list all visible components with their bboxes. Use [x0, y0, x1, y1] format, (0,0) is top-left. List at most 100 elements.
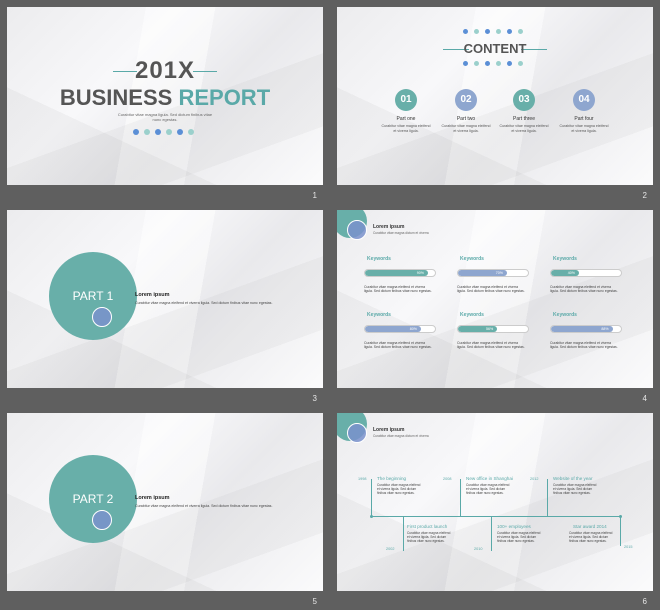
timeline-event-title: First product launch [407, 524, 448, 529]
slide-subheading: Curabitur vitae magna dictum et viverra [373, 434, 429, 438]
decor-dot [463, 61, 468, 66]
keyword-progress: 56% [457, 325, 529, 333]
report-year: 201X [134, 57, 196, 84]
title-divider-right [193, 71, 217, 72]
report-subtitle: Curabitur vitae magna ligula. Sed dictum… [117, 112, 213, 122]
timeline-axis [371, 516, 621, 517]
decor-dot [485, 29, 490, 34]
keyword-percent: 70% [495, 271, 503, 275]
timeline-event-desc: Curabitur vitae magna eleifend et viverr… [569, 531, 613, 543]
timeline-year: 2010 [474, 547, 483, 551]
slide-number-3: 3 [312, 394, 317, 403]
keyword-desc: Curabitur vitae magna eleifend et viverr… [457, 285, 525, 294]
part-number-circle: 03 [513, 89, 535, 111]
timeline-event-title: Website of the year [553, 476, 593, 481]
slide-heading: Lorem ipsum [373, 427, 405, 433]
keyword-fill: 80% [365, 326, 421, 332]
keyword-progress: 70% [457, 269, 529, 277]
keyword-desc: Curabitur vitae magna eleifend et viverr… [364, 341, 432, 350]
decor-dot [518, 61, 523, 66]
content-divider-left [443, 49, 469, 50]
timeline-event-desc: Curabitur vitae magna eleifend et viverr… [466, 483, 510, 495]
timeline-event-desc: Curabitur vitae magna eleifend et viverr… [407, 531, 451, 543]
decor-dot [166, 129, 172, 135]
slide-number-6: 6 [642, 597, 647, 606]
keyword-percent: 90% [416, 271, 424, 275]
timeline-event-desc: Curabitur vitae magna eleifend et viverr… [377, 483, 421, 495]
part-title: Part two [456, 116, 476, 122]
decor-dot [177, 129, 183, 135]
slide-thumbnail-5[interactable]: PART 2 Lorem ipsum Curabitur vitae magna… [7, 413, 323, 591]
slide-thumbnail-1[interactable]: 201X BUSINESS REPORT Curabitur vitae mag… [7, 7, 323, 185]
timeline-connector [403, 516, 404, 551]
keyword-label: Keywords [460, 256, 484, 262]
report-title-report: REPORT [178, 85, 271, 110]
timeline-event-desc: Curabitur vitae magna eleifend et viverr… [497, 531, 541, 543]
corner-bubble [347, 423, 367, 443]
part-desc: Curabitur vitae magna eleifend et viverr… [559, 124, 609, 133]
corner-bubble [347, 220, 367, 240]
timeline-event-title: 100+ employees [497, 524, 531, 529]
part-heading: Lorem ipsum [135, 495, 170, 501]
part-circle: PART 1 [49, 252, 137, 340]
part-number-circle: 01 [395, 89, 417, 111]
decor-dot [133, 129, 139, 135]
keyword-label: Keywords [460, 312, 484, 318]
decor-dot [474, 61, 479, 66]
slide-number-5: 5 [312, 597, 317, 606]
decor-dot [155, 129, 161, 135]
keyword-percent: 80% [409, 327, 417, 331]
slide-thumbnail-2[interactable]: CONTENT 01 Part one Curabitur vitae magn… [337, 7, 653, 185]
slide-thumbnail-4[interactable]: Lorem ipsum Curabitur vitae magna dictum… [337, 210, 653, 388]
keyword-fill: 70% [458, 270, 507, 276]
timeline-year: 2012 [530, 477, 539, 481]
decor-dot [507, 61, 512, 66]
decor-dot [507, 29, 512, 34]
keyword-progress: 40% [550, 269, 622, 277]
keyword-desc: Curabitur vitae magna eleifend et viverr… [550, 341, 618, 350]
part-desc: Curabitur vitae magna eleifend et viverr… [499, 124, 549, 133]
decor-dot [144, 129, 150, 135]
timeline-year: 2015 [624, 545, 633, 549]
keyword-desc: Curabitur vitae magna eleifend et viverr… [457, 341, 525, 350]
title-divider-left [113, 71, 137, 72]
timeline-event-title: Star award 2014 [573, 524, 607, 529]
slide-thumbnail-6[interactable]: Lorem ipsum Curabitur vitae magna dictum… [337, 413, 653, 591]
decor-dot [518, 29, 523, 34]
part-title: Part one [396, 116, 416, 122]
part-number-circle: 02 [455, 89, 477, 111]
decor-dot [496, 29, 501, 34]
timeline-event-title: The beginning [377, 476, 407, 481]
keyword-progress: 90% [364, 269, 436, 277]
part-title: Part four [574, 116, 594, 122]
content-title: CONTENT [463, 41, 527, 56]
part-circle: PART 2 [49, 455, 137, 543]
slide-thumbnail-3[interactable]: PART 1 Lorem ipsum Curabitur vitae magna… [7, 210, 323, 388]
part-number-circle: 04 [573, 89, 595, 111]
decor-bubble [92, 307, 112, 327]
slide-heading: Lorem ipsum [373, 224, 405, 230]
part-heading: Lorem ipsum [135, 292, 170, 298]
keyword-label: Keywords [367, 256, 391, 262]
slide-number-4: 4 [642, 394, 647, 403]
timeline-connector [491, 516, 492, 551]
timeline-event-title: New office in Shanghai [466, 476, 513, 481]
part-desc: Curabitur vitae magna eleifend et viverr… [441, 124, 491, 133]
keyword-fill: 40% [551, 270, 579, 276]
keyword-desc: Curabitur vitae magna eleifend et viverr… [364, 285, 432, 294]
keyword-progress: 88% [550, 325, 622, 333]
timeline-year: 2008 [443, 477, 452, 481]
decor-dot [485, 61, 490, 66]
decor-dot [188, 129, 194, 135]
keyword-fill: 90% [365, 270, 428, 276]
keyword-label: Keywords [367, 312, 391, 318]
report-title: BUSINESS REPORT [7, 85, 323, 111]
part-desc: Curabitur vitae magna eleifend et viverr… [135, 301, 273, 305]
slide-number-2: 2 [642, 191, 647, 200]
slide-number-1: 1 [312, 191, 317, 200]
timeline-connector [620, 516, 621, 546]
decor-bubble [92, 510, 112, 530]
keyword-percent: 40% [567, 271, 575, 275]
timeline-node [370, 515, 373, 518]
keyword-label: Keywords [553, 256, 577, 262]
